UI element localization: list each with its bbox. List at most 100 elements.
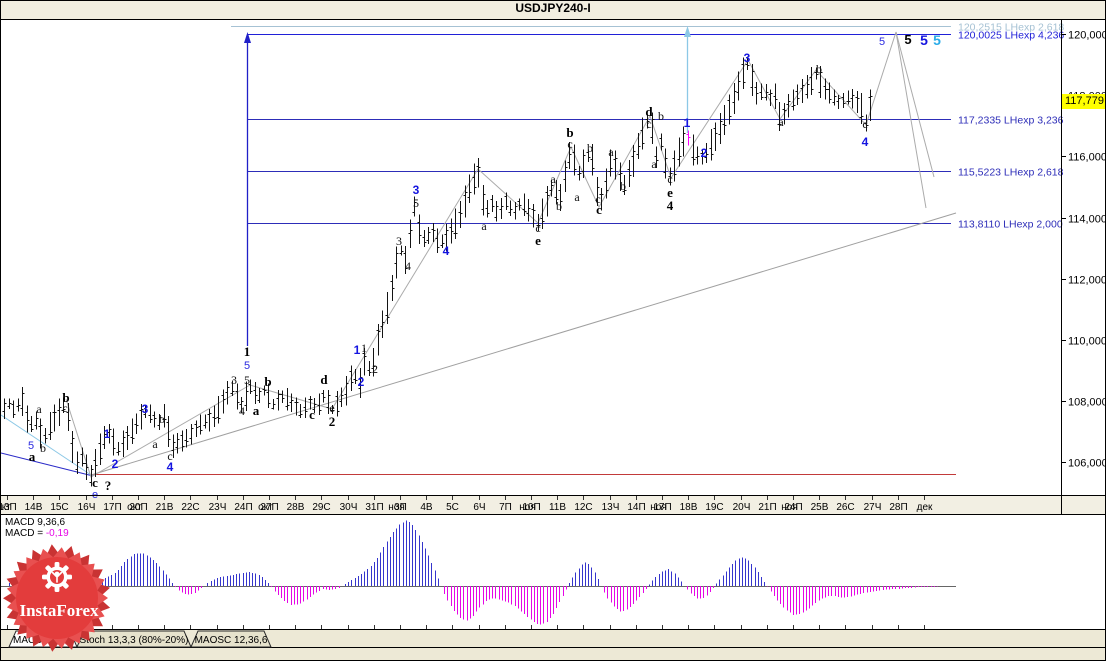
instaforex-logo: InstaForex (3, 544, 111, 652)
x-axis-month-label: ноя (781, 502, 798, 513)
x-axis-tick-label: 28П (889, 502, 907, 513)
x-axis-tick-label: 27Ч (864, 502, 882, 513)
zigzag-overlay (65, 31, 935, 478)
wave-label: 5 (879, 36, 885, 48)
wave-label: 5 (28, 440, 34, 452)
wave-label: e (535, 233, 541, 248)
level-price-label: 120,0025 LHexp 4,236 (958, 30, 1064, 42)
x-axis-tick-label: 3П (394, 502, 407, 513)
wave-label: 3 (142, 402, 149, 416)
wave-label: 1 (361, 341, 367, 355)
wave-label: a (550, 172, 556, 186)
x-axis-month-label: ноя (650, 502, 667, 513)
wave-label: a (651, 157, 657, 171)
x-axis-tick-label: 13Ч (602, 502, 620, 513)
time-axis: окт13П14В15С16Ч17Покт20П21В22С23Ч24Покт2… (1, 496, 933, 513)
wave-label: b (620, 179, 626, 193)
candles (2, 56, 873, 487)
x-axis-tick-label: 11В (549, 502, 566, 513)
wave-label: a (481, 219, 487, 233)
wave-label: e (667, 185, 673, 200)
wave-label: 5 (904, 32, 911, 47)
x-axis-tick-label: 10П (522, 502, 540, 513)
wave-label: 1 (354, 343, 361, 357)
wave-label: b (159, 412, 165, 426)
current-price-badge: 117,779 (1062, 94, 1105, 109)
price-axis: 120,000118,000116,000114,000112,000110,0… (1061, 19, 1106, 514)
wave-label: a (152, 437, 158, 451)
wave-label: c (596, 202, 602, 217)
wave-label: c (646, 117, 651, 131)
macd-top-border (1, 514, 1105, 515)
wave-label: b (62, 390, 69, 405)
level-price-label: 113,8110 LHexp 2,000 (958, 219, 1063, 231)
wave-label: a (778, 115, 784, 129)
wave-label: b (658, 109, 664, 123)
indicator-tab-maosc[interactable]: MAOSC 12,36,6 (190, 630, 272, 648)
instaforex-logo-text: InstaForex (19, 601, 99, 620)
wave-label: d (645, 104, 653, 119)
wave-label: 4 (167, 460, 174, 474)
wave-label: b (264, 374, 271, 389)
x-axis-tick-label: 28В (287, 502, 305, 513)
x-axis-tick-label: 17П (653, 502, 671, 513)
level-price-label: 120,2515 LHexp 2,618 (958, 22, 1064, 34)
x-axis-tick-label: 12С (574, 502, 592, 513)
wave-label: 1 (684, 116, 691, 130)
wave-label: a (574, 190, 580, 204)
y-axis-tick-label: 114,000 (1068, 214, 1106, 226)
wave-label: a (29, 449, 36, 464)
wave-label: 2 (112, 457, 119, 471)
y-axis-tick-label: 120,000 (1068, 30, 1106, 42)
x-axis-tick-label: 19С (705, 502, 723, 513)
wave-label: b (40, 441, 46, 455)
chart-title: USDJPY240-I (515, 1, 591, 15)
wave-label: e (329, 401, 334, 415)
wave-label: d (320, 372, 328, 387)
wave-label: 1 (244, 344, 251, 359)
macd-panel-canvas[interactable] (1, 515, 1106, 629)
wave-label: c (667, 172, 672, 186)
wave-label: c (567, 137, 572, 151)
y-axis-tick-label: 112,000 (1068, 275, 1106, 287)
x-axis-tick-label: 29С (312, 502, 330, 513)
wave-label: a (36, 402, 42, 416)
y-axis-tick-label: 108,000 (1068, 397, 1106, 409)
x-axis-tick-label: 15С (50, 502, 68, 513)
macd-params-label: MACD 9,36,6 (5, 517, 66, 528)
wave-label: 5 (920, 32, 928, 48)
wave-label: 5 (244, 360, 250, 372)
y-axis-tick-label: 110,000 (1068, 336, 1106, 348)
wave-label: c (862, 117, 867, 131)
x-axis-tick-label: 30Ч (340, 502, 358, 513)
x-axis-tick-label: 25В (811, 502, 829, 513)
wave-label: c (62, 401, 67, 415)
trendlines (1, 212, 957, 477)
x-axis-tick-label: 14В (25, 502, 43, 513)
tab-label[interactable]: Stoch 13,3,3 (80%-20%) (80, 635, 189, 646)
wave-label: c (309, 407, 315, 422)
wave-label: c (535, 221, 540, 235)
level-price-label: 115,5223 LHexp 2,618 (958, 167, 1064, 179)
wave-label: 2 (372, 362, 378, 376)
wave-label: 5 (413, 196, 419, 210)
wave-label: 2 (701, 146, 708, 160)
wave-label: 3 (413, 183, 420, 197)
wave-label: 4 (443, 244, 450, 258)
y-axis-tick-label: 116,000 (1068, 152, 1106, 164)
wave-label: b (566, 125, 573, 140)
x-axis-tick-label: 31П (365, 502, 383, 513)
wave-label: 1 (104, 427, 111, 441)
wave-label: 3 (396, 234, 402, 248)
tab-label[interactable]: MAOSC 12,36,6 (195, 635, 268, 646)
chart-title-bar: USDJPY240-I (1, 1, 1105, 20)
wave-label: 5 (244, 373, 250, 387)
x-axis-tick-label: 7П (499, 502, 512, 513)
indicator-tab-bar: MACD 9,36,6Stoch 13,3,3 (80%-20%)MAOSC 1… (1, 630, 1105, 660)
wave-annotations: abc5ba123bac4c?e1535bd4ace2112235344acea… (28, 32, 941, 501)
wave-label: 2 (329, 414, 336, 429)
x-axis-month-label: ноя (519, 502, 536, 513)
macd-header: MACD 9,36,6 MACD = -0,19 (5, 517, 69, 539)
